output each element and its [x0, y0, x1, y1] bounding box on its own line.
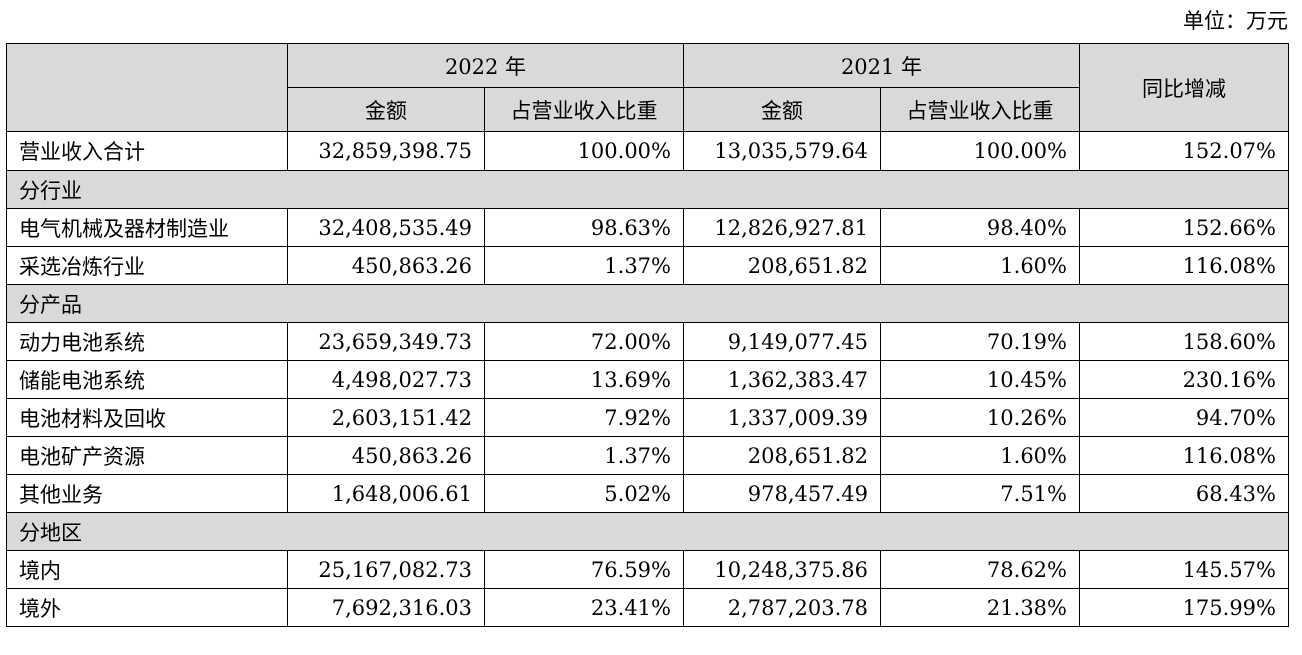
ratio-2022-cell: 98.63%: [484, 208, 684, 247]
amount-2022-cell: 7,692,316.03: [287, 588, 485, 627]
table-row: 境外 7,692,316.03 23.41% 2,787,203.78 21.3…: [6, 588, 1289, 627]
unit-label: 单位：万元: [1183, 9, 1288, 33]
ratio-2022-cell: 1.37%: [484, 246, 684, 285]
ratio-2022-cell: 76.59%: [484, 550, 684, 589]
row-label: 境内: [6, 550, 288, 589]
yoy-cell: 116.08%: [1079, 246, 1289, 285]
row-label: 营业收入合计: [6, 131, 288, 171]
yoy-cell: 230.16%: [1079, 360, 1289, 399]
header-corner-cell: [6, 43, 288, 132]
header-ratio-2022: 占营业收入比重: [484, 87, 684, 132]
section-row-region: 分地区: [6, 512, 1289, 551]
ratio-2022-cell: 5.02%: [484, 474, 684, 513]
ratio-2021-cell: 1.60%: [880, 246, 1080, 285]
header-yoy: 同比增减: [1079, 43, 1289, 132]
table-row-total: 营业收入合计 32,859,398.75 100.00% 13,035,579.…: [6, 131, 1289, 171]
row-label: 动力电池系统: [6, 322, 288, 361]
ratio-2021-cell: 10.45%: [880, 360, 1080, 399]
table-row: 动力电池系统 23,659,349.73 72.00% 9,149,077.45…: [6, 322, 1289, 361]
row-label: 电池矿产资源: [6, 436, 288, 475]
yoy-cell: 145.57%: [1079, 550, 1289, 589]
header-year-2021: 2021 年: [683, 43, 1080, 88]
table-row: 采选冶炼行业 450,863.26 1.37% 208,651.82 1.60%…: [6, 246, 1289, 285]
section-row-industry: 分行业: [6, 170, 1289, 209]
ratio-2021-cell: 70.19%: [880, 322, 1080, 361]
amount-2021-cell: 2,787,203.78: [683, 588, 881, 627]
amount-2021-cell: 9,149,077.45: [683, 322, 881, 361]
amount-2021-cell: 978,457.49: [683, 474, 881, 513]
yoy-cell: 68.43%: [1079, 474, 1289, 513]
amount-2022-cell: 32,859,398.75: [287, 131, 485, 171]
yoy-cell: 116.08%: [1079, 436, 1289, 475]
ratio-2021-cell: 1.60%: [880, 436, 1080, 475]
amount-2022-cell: 25,167,082.73: [287, 550, 485, 589]
row-label: 电池材料及回收: [6, 398, 288, 437]
ratio-2022-cell: 72.00%: [484, 322, 684, 361]
yoy-cell: 152.07%: [1079, 131, 1289, 171]
table-row: 其他业务 1,648,006.61 5.02% 978,457.49 7.51%…: [6, 474, 1289, 513]
yoy-cell: 152.66%: [1079, 208, 1289, 247]
table-row: 境内 25,167,082.73 76.59% 10,248,375.86 78…: [6, 550, 1289, 589]
header-ratio-2021: 占营业收入比重: [880, 87, 1080, 132]
table-row: 电池材料及回收 2,603,151.42 7.92% 1,337,009.39 …: [6, 398, 1289, 437]
section-title: 分地区: [6, 512, 1289, 551]
ratio-2022-cell: 23.41%: [484, 588, 684, 627]
ratio-2022-cell: 1.37%: [484, 436, 684, 475]
amount-2022-cell: 1,648,006.61: [287, 474, 485, 513]
ratio-2022-cell: 100.00%: [484, 131, 684, 171]
amount-2021-cell: 10,248,375.86: [683, 550, 881, 589]
amount-2021-cell: 12,826,927.81: [683, 208, 881, 247]
row-label: 储能电池系统: [6, 360, 288, 399]
header-amount-2022: 金额: [287, 87, 485, 132]
yoy-cell: 175.99%: [1079, 588, 1289, 627]
ratio-2021-cell: 10.26%: [880, 398, 1080, 437]
amount-2022-cell: 2,603,151.42: [287, 398, 485, 437]
table-row: 电气机械及器材制造业 32,408,535.49 98.63% 12,826,9…: [6, 208, 1289, 247]
amount-2022-cell: 450,863.26: [287, 246, 485, 285]
header-amount-2021: 金额: [683, 87, 881, 132]
section-title: 分行业: [6, 170, 1289, 209]
ratio-2022-cell: 7.92%: [484, 398, 684, 437]
section-title: 分产品: [6, 284, 1289, 323]
ratio-2021-cell: 98.40%: [880, 208, 1080, 247]
amount-2022-cell: 450,863.26: [287, 436, 485, 475]
section-row-product: 分产品: [6, 284, 1289, 323]
amount-2022-cell: 4,498,027.73: [287, 360, 485, 399]
table-header: 2022 年 2021 年 同比增减 金额 占营业收入比重 金额 占营业收入比重: [6, 43, 1289, 132]
amount-2022-cell: 32,408,535.49: [287, 208, 485, 247]
row-label: 采选冶炼行业: [6, 246, 288, 285]
row-label: 其他业务: [6, 474, 288, 513]
table-row: 储能电池系统 4,498,027.73 13.69% 1,362,383.47 …: [6, 360, 1289, 399]
ratio-2021-cell: 21.38%: [880, 588, 1080, 627]
yoy-cell: 94.70%: [1079, 398, 1289, 437]
amount-2021-cell: 208,651.82: [683, 246, 881, 285]
revenue-table: 2022 年 2021 年 同比增减 金额 占营业收入比重 金额 占营业收入比重…: [6, 43, 1289, 627]
table-row: 电池矿产资源 450,863.26 1.37% 208,651.82 1.60%…: [6, 436, 1289, 475]
row-label: 电气机械及器材制造业: [6, 208, 288, 247]
amount-2021-cell: 13,035,579.64: [683, 131, 881, 171]
amount-2021-cell: 1,362,383.47: [683, 360, 881, 399]
amount-2022-cell: 23,659,349.73: [287, 322, 485, 361]
ratio-2021-cell: 100.00%: [880, 131, 1080, 171]
ratio-2021-cell: 7.51%: [880, 474, 1080, 513]
amount-2021-cell: 1,337,009.39: [683, 398, 881, 437]
ratio-2022-cell: 13.69%: [484, 360, 684, 399]
yoy-cell: 158.60%: [1079, 322, 1289, 361]
amount-2021-cell: 208,651.82: [683, 436, 881, 475]
row-label: 境外: [6, 588, 288, 627]
header-year-2022: 2022 年: [287, 43, 684, 88]
ratio-2021-cell: 78.62%: [880, 550, 1080, 589]
